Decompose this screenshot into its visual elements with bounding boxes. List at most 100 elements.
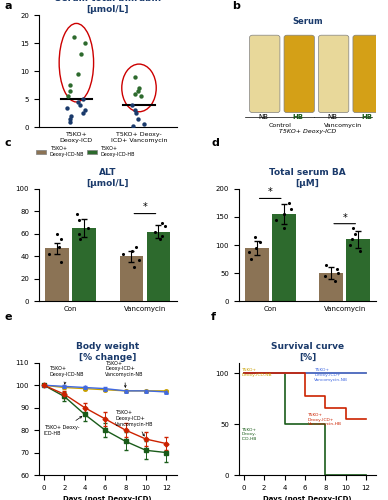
Point — [56, 243, 62, 251]
Text: NB: NB — [327, 114, 337, 119]
Point — [132, 72, 139, 80]
Point — [67, 86, 73, 94]
Bar — [147, 232, 170, 301]
Text: Serum: Serum — [292, 17, 323, 26]
Legend: T5KO+
Deoxy-ICD-NB, T5KO+
Deoxy-ICD-HB: T5KO+ Deoxy-ICD-NB, T5KO+ Deoxy-ICD-HB — [35, 144, 137, 159]
Point — [246, 248, 252, 256]
Text: T5KO+
Deoxy-ICD+
Vancomycin-NB: T5KO+ Deoxy-ICD+ Vancomycin-NB — [105, 360, 144, 388]
Point — [67, 115, 73, 123]
Text: T5KO+
Deoxy-ICD-NB: T5KO+ Deoxy-ICD-NB — [49, 366, 83, 384]
Point — [159, 232, 165, 240]
Point — [162, 222, 168, 230]
Point — [130, 122, 137, 130]
Point — [352, 230, 359, 238]
FancyBboxPatch shape — [284, 35, 314, 112]
Text: T5KO+
Deoxy-ICD+
Vancomycin-HB: T5KO+ Deoxy-ICD+ Vancomycin-HB — [307, 414, 341, 426]
Bar — [72, 228, 96, 301]
Point — [157, 236, 163, 244]
Point — [58, 236, 64, 244]
Point — [349, 236, 355, 244]
Point — [75, 98, 81, 106]
Bar — [346, 240, 370, 301]
Point — [133, 243, 140, 251]
Point — [71, 34, 77, 42]
Text: HB: HB — [292, 114, 303, 119]
Text: e: e — [4, 312, 12, 322]
Point — [136, 84, 142, 92]
Point — [281, 224, 287, 232]
Text: T5KO+
Deoxy-
ICD-HB: T5KO+ Deoxy- ICD-HB — [241, 428, 257, 441]
Point — [68, 118, 74, 126]
Point — [58, 258, 64, 266]
Point — [257, 238, 263, 246]
Point — [76, 236, 83, 244]
Point — [80, 109, 86, 117]
Point — [322, 260, 329, 268]
Point — [141, 120, 147, 128]
Point — [135, 86, 141, 94]
Point — [133, 109, 140, 117]
Point — [350, 224, 356, 232]
Text: b: b — [232, 2, 239, 12]
Point — [54, 230, 60, 238]
Bar — [319, 273, 343, 301]
Bar — [272, 214, 296, 301]
Text: c: c — [4, 138, 11, 148]
Point — [152, 228, 158, 235]
Text: *: * — [342, 212, 347, 222]
Point — [322, 272, 328, 280]
Title: Survival curve
[%]: Survival curve [%] — [271, 342, 344, 362]
Point — [132, 90, 138, 98]
Point — [288, 204, 294, 212]
Point — [80, 95, 87, 103]
Text: *: * — [268, 188, 273, 198]
Text: *: * — [142, 202, 147, 212]
Text: T5KO+ Deoxy-
ICD-HB: T5KO+ Deoxy- ICD-HB — [44, 416, 82, 436]
Point — [128, 246, 135, 254]
Point — [248, 255, 255, 263]
Point — [334, 264, 340, 272]
Bar — [120, 256, 143, 301]
Text: HB: HB — [361, 114, 372, 119]
Text: a: a — [4, 2, 12, 12]
Point — [334, 269, 341, 277]
FancyBboxPatch shape — [353, 35, 383, 112]
Text: f: f — [211, 312, 216, 322]
FancyBboxPatch shape — [249, 35, 280, 112]
Text: T5KO+ Deoxy-ICD: T5KO+ Deoxy-ICD — [279, 130, 336, 134]
Point — [132, 106, 138, 114]
Text: d: d — [211, 138, 219, 148]
Point — [78, 50, 84, 58]
Point — [76, 216, 82, 224]
Point — [286, 199, 293, 207]
Point — [77, 101, 83, 109]
Bar — [45, 248, 69, 301]
Title: ALT
[μmol/L]: ALT [μmol/L] — [87, 168, 129, 188]
Point — [281, 210, 287, 218]
Point — [82, 39, 88, 47]
Text: T5KO+
Deoxy-ICD+
Vancomycin-HB: T5KO+ Deoxy-ICD+ Vancomycin-HB — [115, 410, 154, 436]
Point — [82, 106, 88, 114]
X-axis label: Days (post Deoxy-ICD): Days (post Deoxy-ICD) — [64, 496, 152, 500]
Title: Total serum BA
[μM]: Total serum BA [μM] — [269, 168, 346, 188]
Point — [67, 81, 73, 89]
Point — [65, 92, 71, 100]
Text: Vancomycin: Vancomycin — [324, 122, 362, 128]
Point — [159, 218, 165, 226]
Point — [76, 230, 82, 238]
Point — [74, 210, 80, 218]
Point — [332, 278, 338, 285]
Point — [75, 70, 81, 78]
Text: Control: Control — [268, 122, 291, 128]
Point — [357, 246, 364, 254]
Point — [68, 112, 74, 120]
FancyBboxPatch shape — [319, 35, 349, 112]
Point — [136, 256, 142, 264]
Point — [120, 250, 126, 258]
Bar — [245, 248, 268, 301]
Point — [135, 115, 141, 123]
Point — [85, 224, 91, 232]
Point — [131, 264, 137, 272]
Point — [138, 92, 144, 100]
Text: NB: NB — [258, 114, 268, 119]
